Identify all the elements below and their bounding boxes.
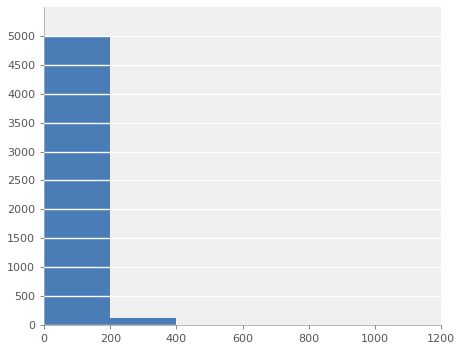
Bar — [44, 37, 110, 325]
Bar — [110, 318, 176, 325]
